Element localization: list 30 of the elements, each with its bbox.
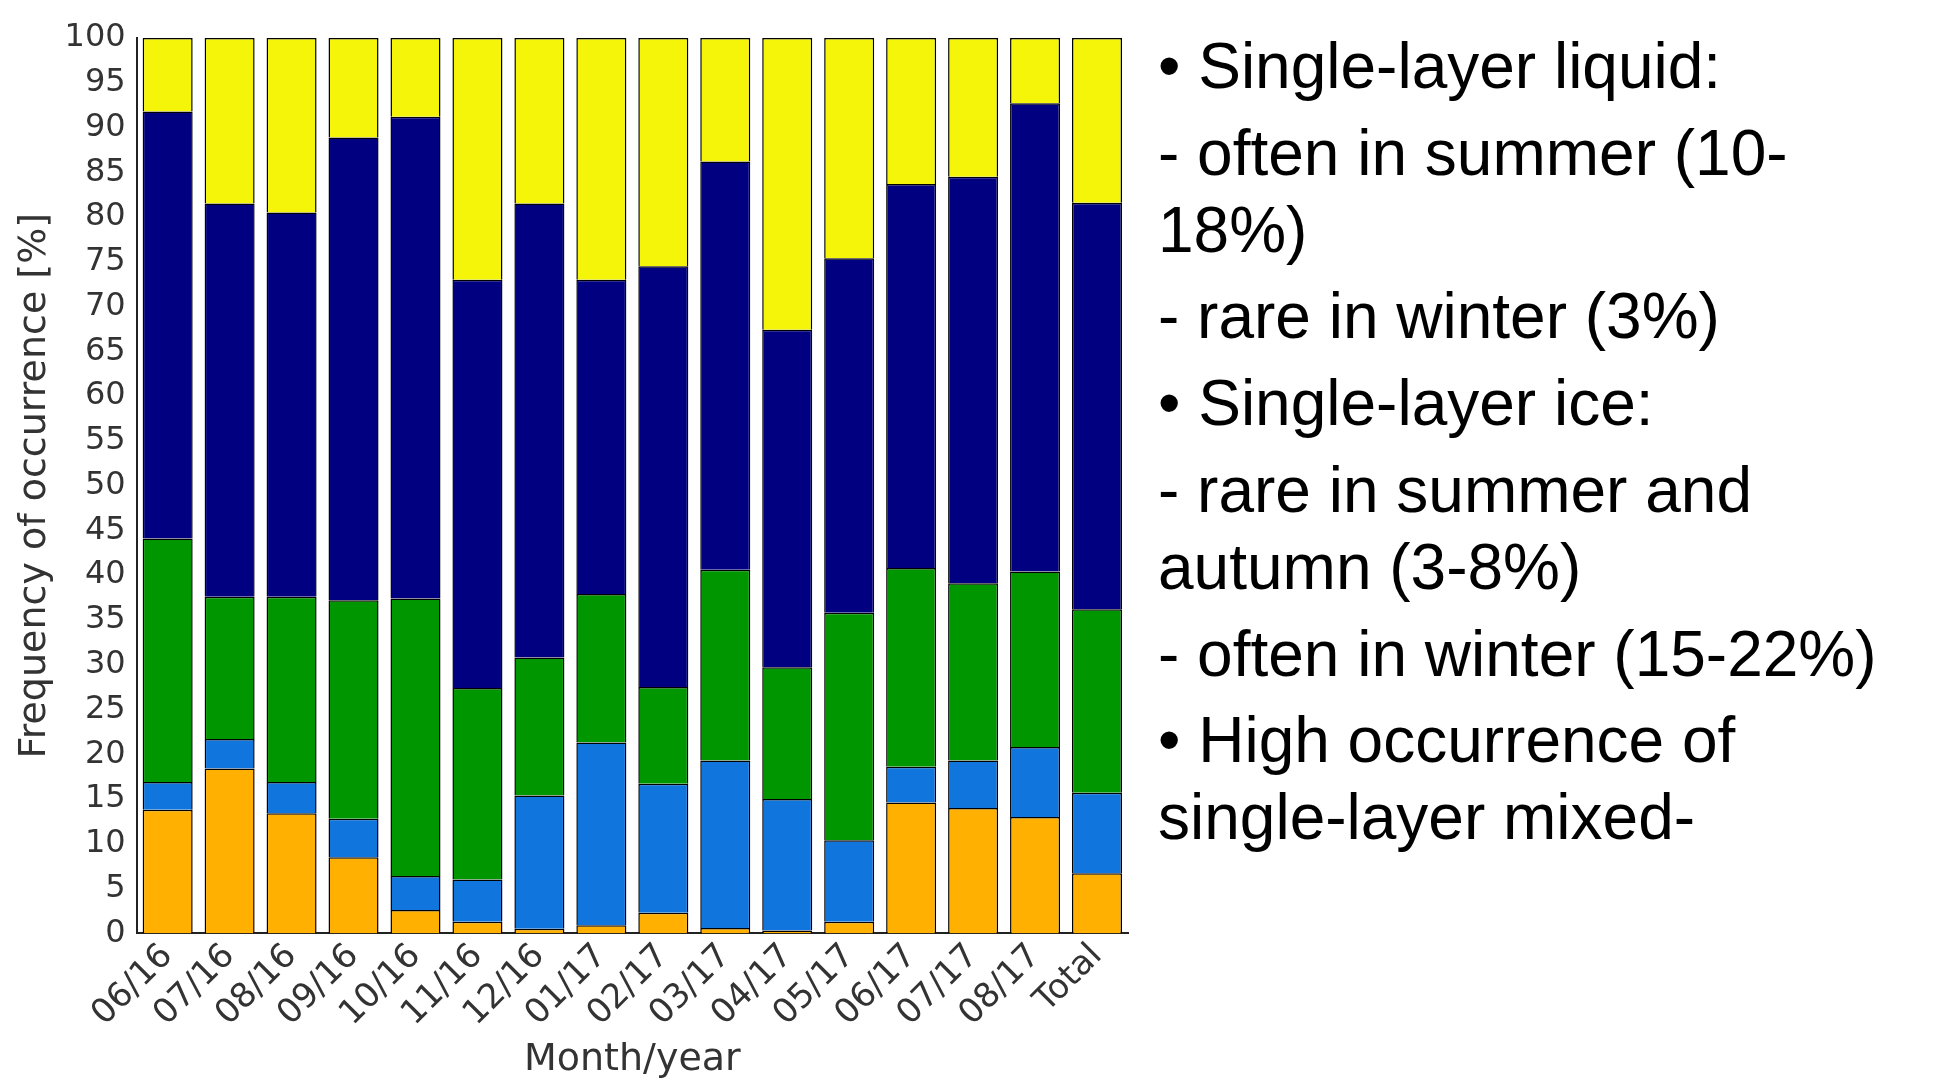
y-tick-label: 0	[105, 911, 126, 950]
y-tick-label: 10	[84, 822, 126, 861]
y-tick-label: 50	[84, 463, 126, 502]
y-axis-title: Frequency of occurrence [%]	[9, 212, 54, 759]
y-tick-label: 100	[64, 16, 126, 55]
text: - often in winter (15-22%)	[1158, 616, 1878, 692]
y-tick-label: 80	[84, 195, 126, 234]
y-tick-label: 90	[84, 105, 126, 144]
y-tick-label: 55	[84, 419, 126, 458]
text: - rare in summer and autumn (3-8%)	[1158, 453, 1753, 605]
text: • Single-layer ice:	[1158, 366, 1655, 442]
y-tick-label: 40	[84, 553, 126, 592]
text: • High occurrence of single-layer mixed-	[1158, 703, 1737, 856]
y-tick-label: 70	[84, 284, 126, 323]
x-axis-title: Month/year	[524, 1035, 742, 1080]
y-tick-label: 30	[84, 643, 126, 681]
y-tick-label: 95	[84, 61, 126, 100]
y-tick-label: 15	[84, 777, 126, 816]
y-tick-label: 20	[84, 732, 126, 771]
text: - often in summer (10-18%)	[1158, 115, 1789, 268]
y-tick-label: 65	[84, 329, 126, 368]
y-tick-label: 75	[84, 240, 126, 279]
y-tick-label: 60	[84, 374, 126, 413]
y-tick-label: 5	[105, 866, 126, 905]
y-tick-label: 45	[84, 508, 126, 547]
y-tick-label: 25	[84, 687, 126, 726]
text: - rare in winter (3%)	[1158, 279, 1721, 355]
y-tick-label: 35	[84, 598, 126, 637]
y-tick-label: 85	[84, 150, 126, 189]
text: • Single-layer liquid:	[1158, 29, 1723, 104]
